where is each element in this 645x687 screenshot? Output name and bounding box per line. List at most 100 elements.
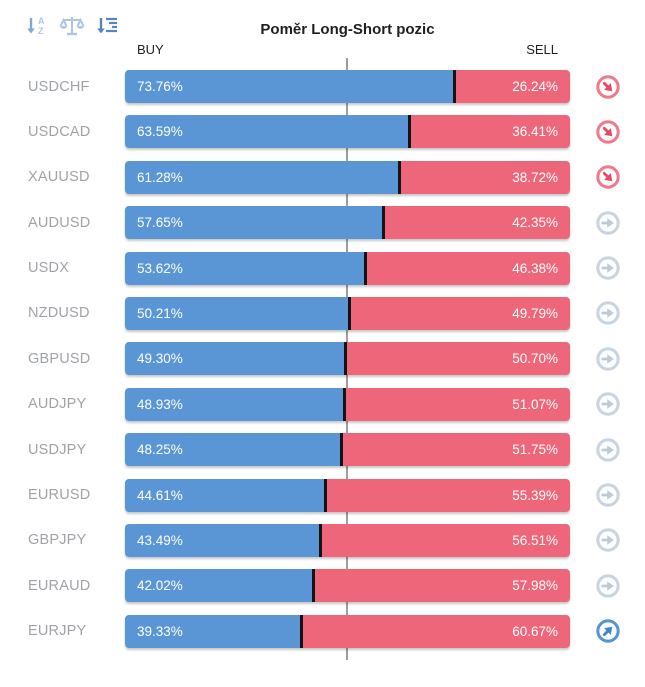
trend-arrow-icon: [596, 392, 620, 416]
sell-bar-segment: 50.70%: [347, 342, 570, 376]
buy-bar-segment: 44.61%: [125, 478, 324, 512]
sell-percent-label: 38.72%: [512, 169, 558, 185]
trend-icon-button[interactable]: [595, 527, 621, 553]
sort-alphabetical-button[interactable]: A Z: [24, 13, 50, 39]
trend-arrow-icon: [596, 528, 620, 553]
sell-bar-segment: 57.98%: [314, 569, 570, 603]
ratio-bar: 53.62% 46.38%: [125, 251, 570, 285]
sell-percent-label: 50.70%: [512, 351, 558, 367]
trend-icon-button[interactable]: [595, 618, 621, 644]
buy-sell-divider: [363, 251, 367, 285]
trend-arrow-icon: [596, 619, 620, 643]
ratio-row: AUDJPY 48.93% 51.07%: [0, 387, 645, 421]
trend-icon-button[interactable]: [595, 437, 621, 463]
ratio-row: AUDUSD 57.65% 42.35%: [0, 206, 645, 240]
svg-text:Z: Z: [38, 26, 44, 36]
ratio-bar: 39.33% 60.67%: [125, 614, 570, 648]
buy-sell-divider: [311, 569, 315, 603]
trend-icon-button[interactable]: [595, 482, 621, 508]
ratio-row: EURJPY 39.33% 60.67%: [0, 614, 645, 648]
trend-arrow-icon: [596, 210, 620, 235]
pair-label: XAUUSD: [28, 169, 90, 186]
buy-bar-segment: 57.65%: [125, 206, 382, 240]
sort-toolbar: A Z: [24, 13, 120, 39]
trend-arrow-icon: [596, 483, 620, 507]
sell-percent-label: 42.35%: [512, 215, 558, 231]
pair-label: USDX: [28, 260, 70, 277]
buy-column-label: BUY: [137, 42, 164, 57]
sell-percent-label: 26.24%: [512, 79, 558, 94]
buy-sell-divider: [318, 523, 322, 557]
trend-icon-button[interactable]: [595, 391, 621, 417]
ratio-row: USDCAD 63.59% 36.41%: [0, 115, 645, 149]
buy-bar-segment: 43.49%: [125, 523, 319, 557]
sell-percent-label: 51.07%: [512, 396, 558, 412]
pair-label: EURUSD: [28, 487, 91, 504]
buy-percent-label: 48.25%: [137, 442, 183, 458]
buy-percent-label: 73.76%: [137, 79, 183, 94]
ratio-row: EURUSD 44.61% 55.39%: [0, 478, 645, 512]
ratio-row: USDX 53.62% 46.38%: [0, 251, 645, 285]
trend-icon-button[interactable]: [595, 255, 621, 281]
sell-bar-segment: 38.72%: [400, 160, 570, 194]
chart-title: Poměr Long-Short pozic: [260, 21, 435, 38]
ratio-bar: 48.25% 51.75%: [125, 433, 570, 467]
buy-sell-divider: [453, 70, 457, 103]
buy-percent-label: 49.30%: [137, 351, 183, 367]
buy-percent-label: 61.28%: [137, 169, 183, 185]
pair-label: EURAUD: [28, 577, 91, 594]
ratio-row: XAUUSD 61.28% 38.72%: [0, 160, 645, 194]
buy-bar-segment: 63.59%: [125, 115, 408, 149]
sell-column-label: SELL: [526, 42, 558, 57]
trend-arrow-icon: [596, 74, 620, 99]
buy-bar-segment: 39.33%: [125, 614, 301, 648]
ratio-bar: 44.61% 55.39%: [125, 478, 570, 512]
sell-bar-segment: 51.07%: [345, 387, 570, 421]
pair-label: GBPJPY: [28, 532, 87, 549]
sell-percent-label: 46.38%: [512, 260, 558, 276]
buy-percent-label: 53.62%: [137, 260, 183, 276]
sell-bar-segment: 49.79%: [351, 296, 570, 330]
pair-label: EURJPY: [28, 623, 87, 640]
balance-compare-button[interactable]: [59, 13, 85, 39]
ratio-row: USDCHF 73.76% 26.24%: [0, 70, 645, 103]
sell-bar-segment: 60.67%: [303, 614, 570, 648]
ratio-bar: 63.59% 36.41%: [125, 115, 570, 149]
sell-percent-label: 36.41%: [512, 124, 558, 140]
trend-icon-button[interactable]: [595, 74, 621, 100]
buy-sell-divider: [344, 342, 348, 376]
trend-icon-button[interactable]: [595, 346, 621, 372]
pair-label: NZDUSD: [28, 305, 90, 322]
sell-bar-segment: 36.41%: [410, 115, 570, 149]
buy-bar-segment: 53.62%: [125, 251, 364, 285]
sell-bar-segment: 55.39%: [326, 478, 570, 512]
buy-bar-segment: 73.76%: [125, 70, 454, 103]
buy-percent-label: 63.59%: [137, 124, 183, 140]
buy-percent-label: 50.21%: [137, 305, 183, 321]
sell-bar-segment: 42.35%: [384, 206, 570, 240]
sort-by-value-button[interactable]: [94, 13, 120, 39]
trend-icon-button[interactable]: [595, 210, 621, 236]
sell-bar-segment: 46.38%: [366, 251, 570, 285]
trend-arrow-icon: [596, 347, 620, 371]
sell-bar-segment: 26.24%: [456, 70, 570, 103]
ratio-row: GBPJPY 43.49% 56.51%: [0, 523, 645, 557]
trend-icon-button[interactable]: [595, 164, 621, 190]
trend-icon-button[interactable]: [595, 119, 621, 145]
pair-label: USDJPY: [28, 441, 87, 458]
buy-bar-segment: 50.21%: [125, 296, 349, 330]
ratio-bar: 42.02% 57.98%: [125, 569, 570, 603]
sell-bar-segment: 51.75%: [342, 433, 570, 467]
buy-percent-label: 48.93%: [137, 396, 183, 412]
buy-sell-divider: [381, 206, 385, 240]
trend-arrow-icon: [596, 165, 620, 189]
buy-bar-segment: 49.30%: [125, 342, 345, 376]
balance-compare-icon: [59, 17, 85, 36]
trend-arrow-icon: [596, 301, 620, 326]
buy-sell-divider: [407, 115, 411, 149]
trend-arrow-icon: [596, 256, 620, 280]
trend-icon-button[interactable]: [595, 573, 621, 599]
buy-percent-label: 43.49%: [137, 532, 183, 548]
trend-icon-button[interactable]: [595, 300, 621, 326]
